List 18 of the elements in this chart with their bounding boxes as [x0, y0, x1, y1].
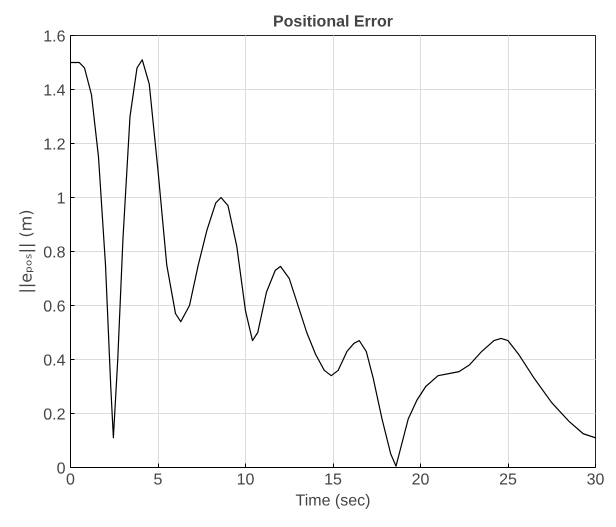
x-tick-label: 30: [586, 472, 604, 488]
y-tick-label: 0.4: [43, 352, 66, 370]
y-tick-label: 0: [56, 460, 66, 478]
chart-title: Positional Error: [272, 14, 394, 30]
y-tick-label: 1.2: [43, 136, 66, 154]
x-axis-title: Time (sec): [296, 492, 370, 510]
x-tick-label: 5: [154, 472, 163, 488]
x-tick-label: 10: [236, 472, 254, 488]
y-axis-title: ||eₚₒₛ|| (m): [16, 210, 36, 294]
y-tick-label: 1.4: [43, 82, 66, 100]
y-tick-label: 0.6: [43, 298, 66, 316]
y-tick-label: 1.6: [43, 28, 66, 46]
y-tick-label: 0.2: [43, 406, 66, 424]
y-tick-label: 0.8: [43, 244, 66, 262]
x-tick-label: 15: [324, 472, 342, 488]
x-tick-label: 25: [499, 472, 517, 488]
x-tick-label: 20: [412, 472, 430, 488]
y-tick-label: 1: [56, 190, 66, 208]
